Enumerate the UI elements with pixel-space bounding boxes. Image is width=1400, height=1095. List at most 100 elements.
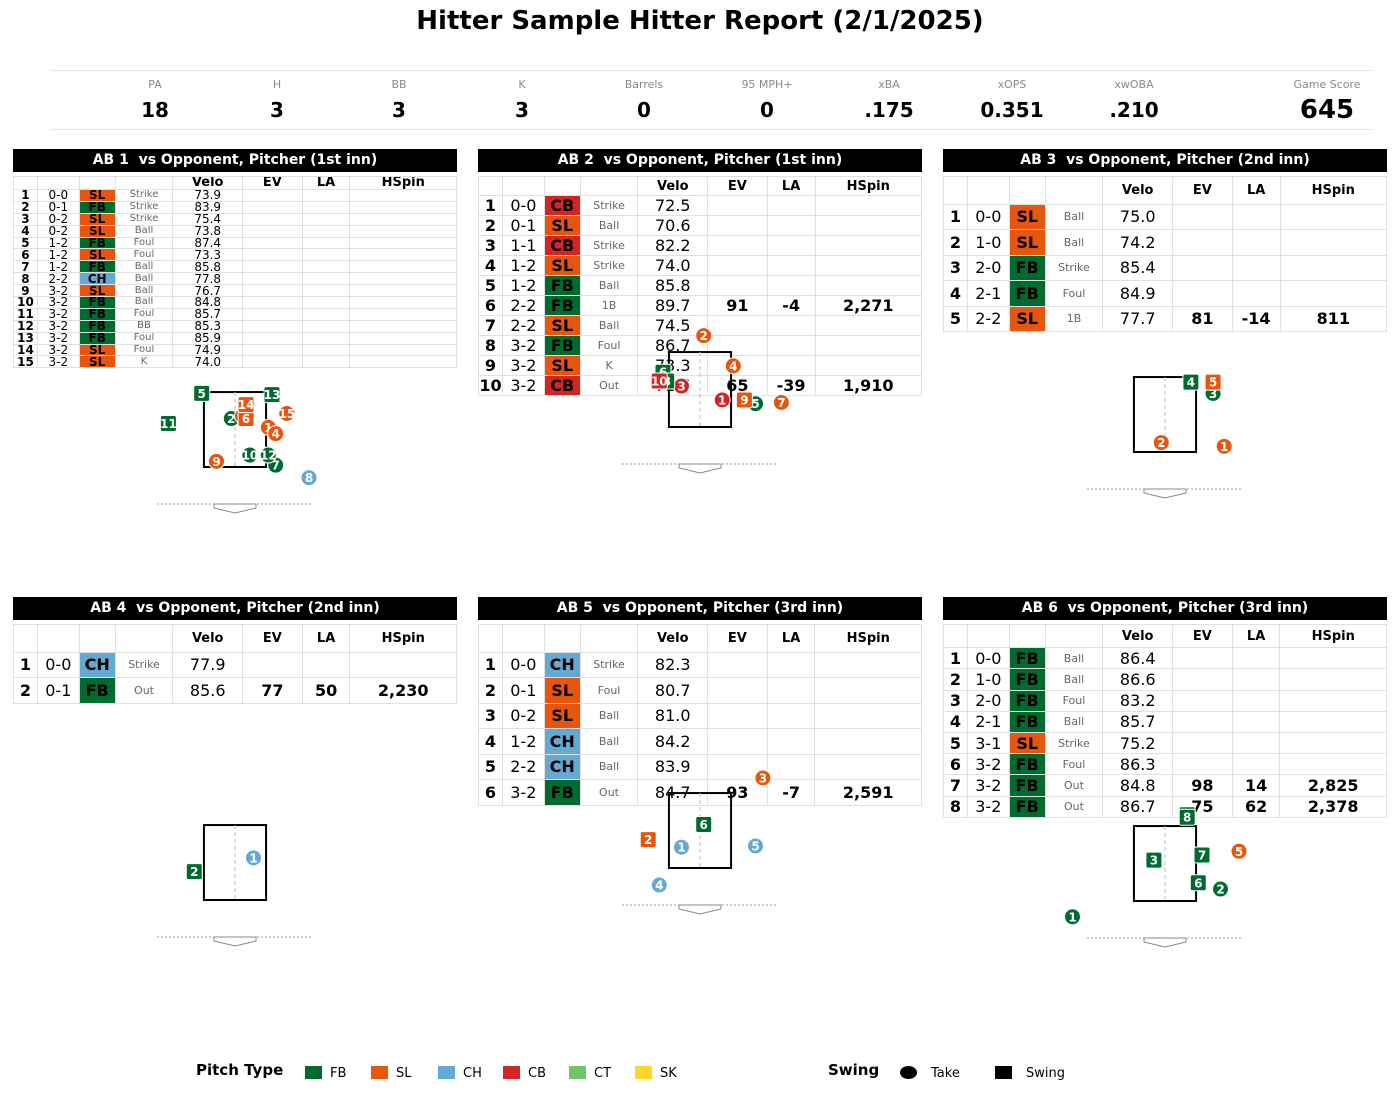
pitch-type: SL <box>78 212 116 226</box>
pitch-count: 3-2 <box>36 331 80 345</box>
pitch-result: Strike <box>579 235 639 257</box>
header-blank <box>943 176 968 205</box>
legend-swatch <box>438 1066 455 1079</box>
pitch-marker-label: 4 <box>1187 376 1195 390</box>
take-marker <box>278 404 296 422</box>
header-velo: Velo <box>1102 623 1174 649</box>
pitch-number: 6 <box>478 779 503 806</box>
pitch-number: 2 <box>13 200 38 214</box>
legend-swing: Swing <box>995 1066 1065 1081</box>
pitch-velo: 83.2 <box>1102 689 1174 712</box>
swing-marker <box>639 831 657 849</box>
stat-xwoba: xwOBA .210 <box>1069 71 1199 122</box>
pitch-count: 0-0 <box>966 203 1010 230</box>
pitch-marker: 3 <box>754 769 772 787</box>
strike-zone-chart: 1 2 34 5 <box>1087 373 1243 499</box>
pitch-count: 3-2 <box>36 296 80 309</box>
pitch-count: 0-1 <box>36 200 80 214</box>
take-marker <box>241 446 259 464</box>
pitch-marker: 14 <box>237 396 255 414</box>
pitch-type: CH <box>78 272 116 286</box>
take-marker <box>650 876 668 894</box>
pitch-hspin <box>1279 254 1388 281</box>
pitch-marker-label: 6 <box>242 412 250 426</box>
pitch-type: SL <box>1008 305 1046 332</box>
pitch-hspin <box>1279 647 1387 670</box>
pitch-ev <box>242 272 303 286</box>
at-bat-title: AB 2 vs Opponent, Pitcher (1st inn) <box>478 149 922 172</box>
pitch-result: Strike <box>114 651 174 678</box>
at-bat-panel-4: AB 4 vs Opponent, Pitcher (2nd inn) Velo E… <box>13 597 457 704</box>
pitch-marker: 4 <box>724 357 742 375</box>
pitch-la <box>301 212 351 226</box>
pitch-marker-label: 5 <box>198 387 206 401</box>
pitch-hspin <box>1279 280 1388 307</box>
pitch-marker-label: 4 <box>272 427 280 441</box>
take-marker <box>772 393 790 411</box>
pitch-ev <box>242 248 303 262</box>
pitch-hspin: 811 <box>1279 305 1388 332</box>
take-marker <box>1212 880 1229 898</box>
pitch-count: 1-2 <box>36 236 80 250</box>
pitch-type: SL <box>1008 731 1046 755</box>
pitch-velo: 85.8 <box>172 260 244 274</box>
strike-zone-chart: 12345678 <box>1064 806 1248 948</box>
pitch-ev <box>707 651 768 678</box>
take-marker <box>1230 842 1248 860</box>
pitch-table-header: Velo EV LA HSpin <box>943 176 1388 205</box>
header-la: LA <box>766 624 816 653</box>
pitch-type: FB <box>1008 280 1046 307</box>
pitch-marker-label: 5 <box>751 839 759 853</box>
pitch-count: 1-2 <box>501 275 545 297</box>
pitch-ev: 81 <box>1172 305 1233 332</box>
header-blank <box>1044 623 1104 649</box>
pitch-marker: 2 <box>1152 434 1170 452</box>
take-marker <box>1215 437 1233 455</box>
legend-label: CB <box>528 1066 546 1081</box>
pitch-row: 4 2-1 FB Ball 85.7 <box>943 710 1387 733</box>
stat-value: 18 <box>141 98 169 122</box>
pitch-la <box>301 260 351 274</box>
pitch-la <box>301 284 351 298</box>
pitch-type: FB <box>1008 668 1046 691</box>
take-marker <box>754 769 772 787</box>
pitch-row: 5 2-2 SL 1B 77.7 81 -14 811 <box>943 305 1388 332</box>
swing-marker <box>1178 808 1196 826</box>
pitch-marker-label: 8 <box>305 471 313 485</box>
summary-stats-bar: PA 18 H 3 BB 3 K 3 Barrels 0 95 MPH+ 0 xBA .175 xOPS 0.… <box>50 70 1372 130</box>
pitch-marker: 1 <box>245 849 262 867</box>
legend-swatch <box>635 1066 652 1079</box>
legend-swing-label: Swing <box>1026 1066 1065 1081</box>
header-ev: EV <box>242 624 303 653</box>
header-blank <box>478 624 503 653</box>
home-plate <box>213 503 257 514</box>
stat-value: 3 <box>270 98 284 122</box>
at-bat-panel-2: AB 2 vs Opponent, Pitcher (1st inn) Velo E… <box>478 149 923 397</box>
stat-value: 0.351 <box>980 98 1044 122</box>
pitch-velo: 74.0 <box>637 255 709 277</box>
header-hspin: HSpin <box>1279 176 1388 205</box>
stat-xops: xOPS 0.351 <box>947 71 1077 122</box>
pitch-hspin <box>349 319 457 333</box>
swing-marker <box>695 816 713 834</box>
pitch-velo: 77.8 <box>172 272 244 286</box>
pitch-la <box>766 702 816 729</box>
pitch-marker-label: 10 <box>651 375 668 389</box>
stat-label: xwOBA <box>1114 78 1154 91</box>
pitch-marker: 1 <box>1215 437 1233 455</box>
pitch-marker: 2 <box>695 327 713 345</box>
header-blank <box>114 624 174 653</box>
pitch-type: FB <box>1008 254 1046 281</box>
pitch-result: BB <box>114 319 174 333</box>
pitch-number: 6 <box>478 295 503 317</box>
pitch-type: SL <box>78 343 116 357</box>
pitch-marker: 2 <box>185 863 203 881</box>
pitch-number: 14 <box>13 343 38 357</box>
pitch-marker: 11 <box>159 415 177 433</box>
pitch-marker-label: 2 <box>190 865 198 879</box>
pitch-marker-label: 6 <box>1194 876 1202 890</box>
pitch-result: Strike <box>114 200 174 214</box>
pitch-ev <box>1172 668 1233 691</box>
pitch-marker-label: 1 <box>249 851 257 865</box>
pitch-number: 2 <box>478 677 503 704</box>
